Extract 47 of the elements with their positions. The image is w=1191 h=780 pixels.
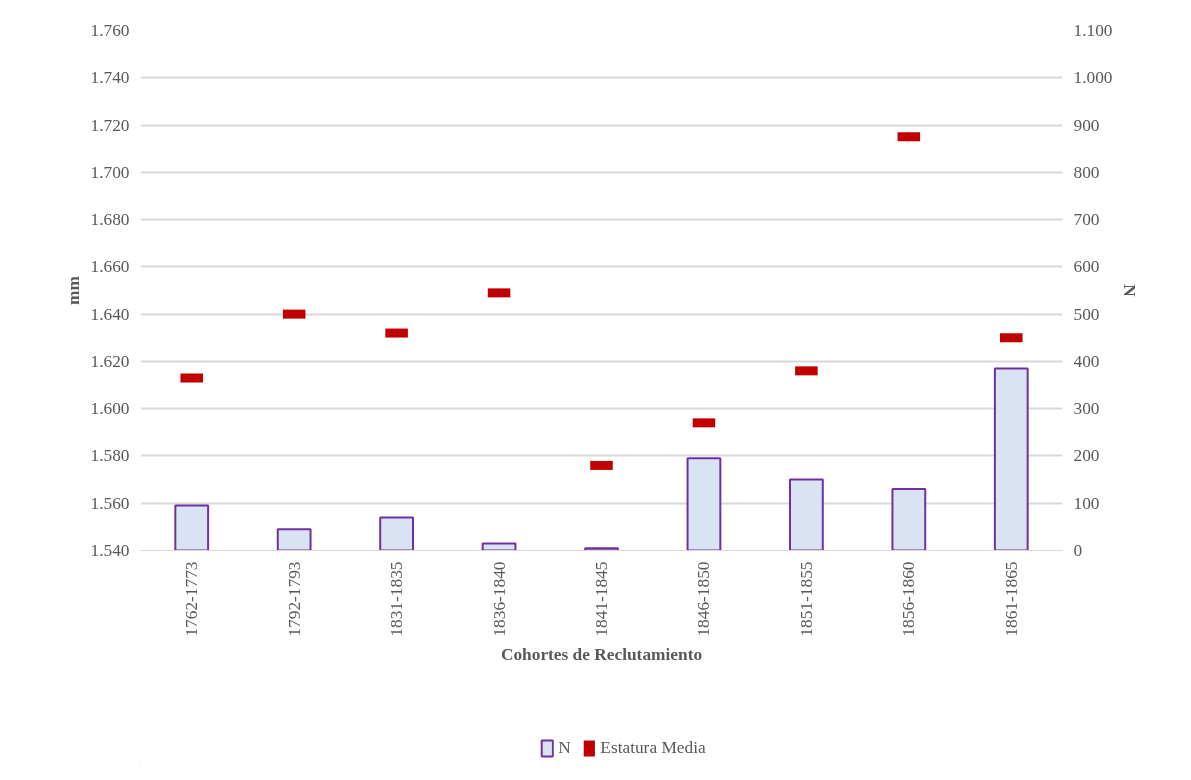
y-tick-label: 1.760 [90, 21, 130, 40]
y-tick-label: 1.720 [90, 115, 130, 135]
bar [276, 528, 312, 551]
bar [891, 488, 927, 551]
x-tick-label: 1836-1840 [489, 561, 509, 637]
bar [379, 516, 414, 551]
y2-tick-label: 500 [1073, 304, 1100, 324]
legend-label: Estatura Media [600, 738, 706, 758]
y-tick-label: 1.560 [90, 493, 130, 513]
y-tick-label: 1.620 [90, 351, 130, 371]
x-tick-label: 1841-1845 [592, 561, 611, 637]
y2-tick-label: 200 [1073, 446, 1100, 466]
bar [993, 367, 1029, 551]
y-tick-label: 1.680 [90, 210, 130, 230]
x-tick-label: 1851-1855 [796, 561, 816, 637]
y2-tick-label: 800 [1073, 162, 1100, 182]
y2-tick-label: 600 [1073, 257, 1100, 277]
legend-label: N [558, 738, 572, 758]
bar [686, 457, 722, 551]
y-tick-label: 1.600 [90, 399, 130, 419]
y2-tick-label: 400 [1073, 351, 1100, 371]
x-tick-label: 1792-1793 [284, 561, 304, 637]
bar [584, 547, 619, 551]
y-tick-label: 1.580 [90, 446, 130, 466]
bar [481, 542, 517, 551]
bar [789, 478, 824, 551]
y2-tick-label: 300 [1073, 399, 1100, 419]
y-axis-title: mm [63, 275, 83, 305]
y2-tick-label: 100 [1073, 493, 1100, 513]
y2-tick-label: 700 [1073, 210, 1100, 230]
y2-tick-label: 1.100 [1073, 21, 1113, 40]
y-tick-label: 1.540 [90, 541, 130, 560]
y-tick-label: 1.740 [90, 68, 130, 88]
y-tick-label: 1.700 [90, 162, 130, 182]
y-tick-label: 1.640 [90, 304, 130, 324]
y2-axis-title: N [1120, 284, 1140, 298]
y-tick-label: 1.660 [90, 257, 130, 277]
x-tick-label: 1846-1850 [694, 561, 714, 637]
x-tick-label: 1762-1773 [182, 561, 202, 637]
x-axis-title: Cohortes de Reclutamiento [500, 644, 703, 664]
y2-tick-label: 1.000 [1073, 68, 1113, 88]
y2-tick-label: 900 [1073, 115, 1100, 135]
x-tick-label: 1856-1860 [899, 561, 919, 637]
x-tick-label: 1861-1865 [1001, 561, 1021, 637]
bar [174, 504, 210, 551]
x-tick-label: 1831-1835 [387, 561, 407, 637]
y2-tick-label: 0 [1073, 541, 1083, 560]
